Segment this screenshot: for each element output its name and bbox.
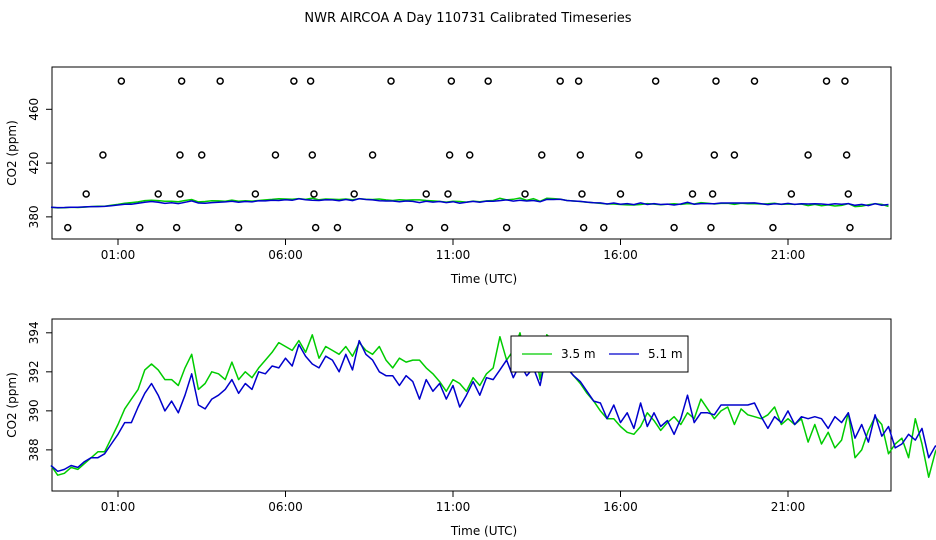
legend: 3.5 m 5.1 m — [510, 335, 689, 373]
calibration-point — [251, 190, 260, 198]
calibration-point — [769, 223, 777, 232]
calibration-point — [670, 223, 678, 232]
calibration-point — [750, 77, 759, 85]
calibration-point — [822, 77, 831, 85]
calibration-point — [290, 77, 298, 85]
calibration-point — [651, 77, 660, 85]
calibrated-timeseries-panel: CO2 (ppm) Time (UTC) 01:00 06:00 11:00 16:0… — [5, 66, 892, 286]
calibration-point — [712, 77, 720, 85]
calibration-point — [154, 190, 162, 198]
calibration-point — [538, 151, 546, 159]
bottom-series-lines — [50, 332, 936, 478]
calibration-point — [308, 151, 317, 159]
x-tick-label: 06:00 — [268, 500, 303, 514]
calibration-point — [310, 190, 318, 198]
calibration-point — [484, 77, 492, 85]
bottom-y-axis-label: CO2 (ppm) — [5, 372, 19, 438]
calibration-point — [306, 77, 315, 85]
calibration-point — [422, 190, 430, 198]
bottom-plot-frame — [51, 318, 892, 492]
calibration-point — [444, 190, 452, 198]
calibration-point — [556, 77, 564, 85]
calibration-point — [576, 151, 585, 159]
calibration-point — [841, 77, 849, 85]
calibration-point — [466, 151, 474, 159]
x-tick-label: 16:00 — [603, 248, 638, 262]
calibration-point — [387, 77, 395, 85]
calibration-point — [99, 151, 107, 159]
calibration-point — [846, 223, 854, 232]
calibration-point — [350, 190, 358, 198]
x-tick-label: 21:00 — [771, 500, 806, 514]
top-calibration-points — [64, 77, 854, 232]
top-y-axis-label: CO2 (ppm) — [5, 120, 19, 186]
calibration-point — [333, 223, 342, 232]
calibration-point — [136, 223, 144, 232]
x-tick-label: 11:00 — [436, 500, 471, 514]
y-tick-label: 392 — [27, 360, 41, 383]
calibration-point — [579, 223, 588, 232]
calibration-point — [82, 190, 90, 198]
calibration-point — [521, 190, 529, 198]
calibration-point — [176, 190, 184, 198]
calibration-point — [844, 190, 853, 198]
calibration-point — [234, 223, 243, 232]
calibration-point — [447, 77, 456, 85]
calibration-point — [440, 223, 449, 232]
calibration-point — [710, 151, 719, 159]
calibration-point — [172, 223, 181, 232]
y-tick-label: 388 — [27, 438, 41, 461]
calibration-point — [578, 190, 586, 198]
y-tick-label: 390 — [27, 399, 41, 422]
calibration-point — [616, 190, 625, 198]
top-x-axis-label: Time (UTC) — [450, 272, 517, 286]
bottom-x-ticks: 01:00 06:00 11:00 16:00 21:00 — [101, 490, 806, 514]
calibration-point — [787, 190, 796, 198]
y-tick-label: 460 — [27, 98, 41, 121]
calibration-point — [311, 223, 320, 232]
x-tick-label: 16:00 — [603, 500, 638, 514]
calibration-point — [707, 223, 715, 232]
top-x-ticks: 01:00 06:00 11:00 16:00 21:00 — [101, 238, 806, 262]
calibration-point — [730, 151, 739, 159]
series-line-3-5-m — [50, 332, 936, 478]
x-tick-label: 21:00 — [771, 248, 806, 262]
legend-label-5-1m: 5.1 m — [648, 347, 683, 361]
calibration-point — [177, 77, 186, 85]
calibration-point — [216, 77, 224, 85]
calibration-point — [502, 223, 511, 232]
top-series-line-5-1-m — [50, 197, 889, 209]
x-tick-label: 01:00 — [101, 500, 136, 514]
y-tick-label: 420 — [27, 152, 41, 175]
y-tick-label: 394 — [27, 321, 41, 344]
calibration-point — [842, 151, 851, 159]
x-tick-label: 11:00 — [436, 248, 471, 262]
legend-label-3-5m: 3.5 m — [561, 347, 596, 361]
y-tick-label: 380 — [27, 205, 41, 228]
calibration-point — [804, 151, 812, 159]
chart-title: NWR AIRCOA A Day 110731 Calibrated Times… — [304, 11, 631, 26]
calibration-point — [600, 223, 608, 232]
calibration-point — [708, 190, 717, 198]
calibration-point — [64, 223, 72, 232]
x-tick-label: 06:00 — [268, 248, 303, 262]
calibration-point — [574, 77, 583, 85]
series-line-5-1-m — [50, 339, 936, 473]
calibration-point — [176, 151, 184, 159]
bottom-y-ticks: 388 390 392 394 — [27, 321, 52, 461]
calibration-point — [445, 151, 454, 159]
calibration-point — [271, 151, 280, 159]
calibration-point — [405, 223, 414, 232]
top-series-lines — [50, 197, 889, 209]
top-y-ticks: 380 420 460 — [27, 98, 52, 228]
x-tick-label: 01:00 — [101, 248, 136, 262]
zoomed-timeseries-panel: CO2 (ppm) Time (UTC) 01:00 06:00 11:00 16:0… — [5, 318, 936, 538]
calibration-point — [688, 190, 697, 198]
calibration-point — [117, 77, 126, 85]
bottom-x-axis-label: Time (UTC) — [450, 524, 517, 538]
calibration-point — [635, 151, 643, 159]
calibration-point — [368, 151, 377, 159]
calibration-point — [198, 151, 206, 159]
